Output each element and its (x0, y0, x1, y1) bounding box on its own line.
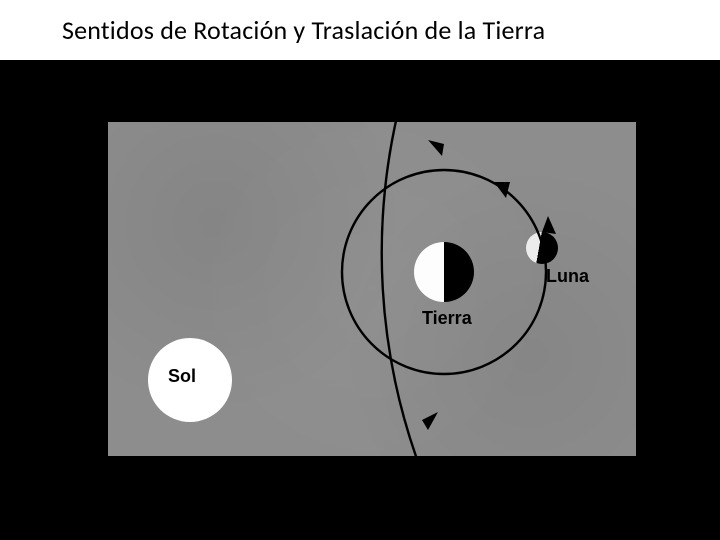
earth-body (414, 242, 474, 302)
earth-label: Tierra (420, 308, 474, 329)
moon-label: Luna (546, 266, 589, 287)
title-bar: Sentidos de Rotación y Traslación de la … (0, 0, 720, 60)
translation-arrow-bottom (422, 412, 438, 430)
diagram: Sol Tierra Luna (108, 122, 636, 456)
moon-body (526, 232, 558, 264)
translation-orbit (382, 122, 418, 456)
sun-label: Sol (168, 366, 196, 387)
moon-orbit-arrow-1 (494, 182, 510, 198)
page-title: Sentidos de Rotación y Traslación de la … (62, 14, 545, 46)
translation-arrow-top (428, 140, 444, 156)
